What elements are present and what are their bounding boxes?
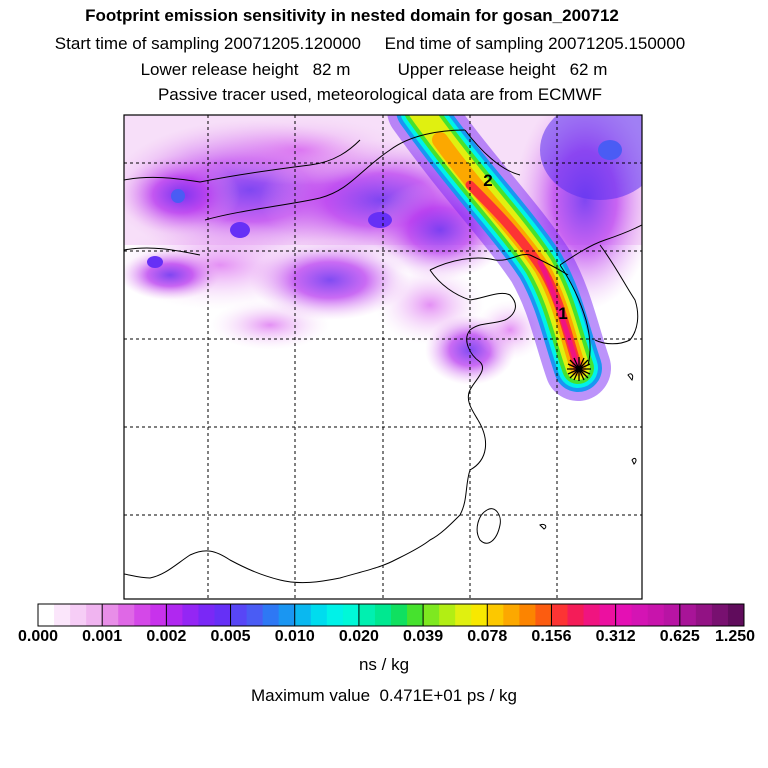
colorbar-swatch <box>679 604 697 626</box>
colorbar-tick-label: 0.312 <box>595 628 636 645</box>
map-frame <box>123 114 643 600</box>
trajectory-label-2: 2 <box>483 171 492 190</box>
colorbar-tick-label: 0.039 <box>403 628 444 645</box>
colorbar-tick-label: 0.078 <box>467 628 508 645</box>
colorbar-tick-label: 0.156 <box>531 628 572 645</box>
colorbar-swatch <box>455 604 472 626</box>
colorbar-frame <box>37 603 745 627</box>
colorbar-tick-label: 0.010 <box>274 628 315 645</box>
sampling-time-line: Start time of sampling 20071205.120000 E… <box>54 34 686 53</box>
colorbar-swatch <box>407 604 424 626</box>
colorbar-swatch <box>503 604 520 626</box>
colorbar-swatch <box>374 604 392 626</box>
colorbar-tick-label: 1.250 <box>714 628 756 645</box>
colorbar-swatch <box>294 604 312 626</box>
colorbar-tick-label: 0.002 <box>146 628 187 645</box>
colorbar-swatch <box>230 604 248 626</box>
colorbar-swatch <box>567 604 585 626</box>
colorbar-tick-label: 0.020 <box>338 628 379 645</box>
colorbar-swatch <box>102 604 119 626</box>
colorbar-swatch <box>246 604 264 626</box>
colorbar-tick-label: 0.001 <box>82 628 123 645</box>
colorbar-swatch <box>487 604 504 626</box>
colorbar-swatch <box>391 604 408 626</box>
colorbar-swatch <box>663 604 681 626</box>
colorbar-swatch <box>182 604 199 626</box>
colorbar-swatch <box>535 604 552 626</box>
sensitivity-field <box>124 115 642 401</box>
colorbar-units: ns / kg <box>358 655 410 674</box>
colorbar-swatch <box>342 604 360 626</box>
colorbar-swatch <box>615 604 633 626</box>
colorbar-swatch <box>214 604 232 626</box>
colorbar-swatch <box>727 604 745 626</box>
colorbar-swatch <box>198 604 215 626</box>
colorbar-swatch <box>278 604 296 626</box>
colorbar-swatch <box>134 604 151 626</box>
colorbar-swatch <box>647 604 665 626</box>
colorbar-swatch <box>38 604 55 626</box>
receptor-star-icon <box>567 357 591 381</box>
colorbar-tick-label: 0.000 <box>17 628 59 645</box>
colorbar-swatch <box>358 604 376 626</box>
colorbar-swatch <box>631 604 649 626</box>
colorbar-swatch <box>695 604 713 626</box>
colorbar-swatch <box>599 604 617 626</box>
colorbar-swatch <box>439 604 456 626</box>
lat-lon-grid <box>124 115 642 599</box>
colorbar-swatch <box>166 604 183 626</box>
colorbar-swatch <box>54 604 71 626</box>
colorbar-swatch <box>423 604 440 626</box>
figure-title: Footprint emission sensitivity in nested… <box>85 6 619 25</box>
colorbar-swatch <box>551 604 568 626</box>
colorbar-swatch <box>70 604 87 626</box>
colorbar-swatch <box>310 604 328 626</box>
colorbar-swatch <box>262 604 280 626</box>
colorbar-swatch <box>711 604 729 626</box>
colorbar-swatch <box>583 604 601 626</box>
colorbar-swatch <box>519 604 536 626</box>
colorbar-swatch <box>150 604 167 626</box>
maximum-value-text: Maximum value 0.471E+01 ps / kg <box>251 686 517 705</box>
trajectory-label-1: 1 <box>558 304 567 323</box>
colorbar-tick-label: 0.005 <box>210 628 251 645</box>
colorbar-swatch <box>118 604 135 626</box>
release-height-line: Lower release height 82 m Upper release … <box>140 60 608 79</box>
colorbar-swatch <box>471 604 488 626</box>
colorbar-tick-label: 0.625 <box>659 628 700 645</box>
colorbar <box>37 603 745 627</box>
colorbar-swatch <box>326 604 344 626</box>
tracer-info-line: Passive tracer used, meteorological data… <box>157 85 603 104</box>
colorbar-swatch <box>86 604 103 626</box>
